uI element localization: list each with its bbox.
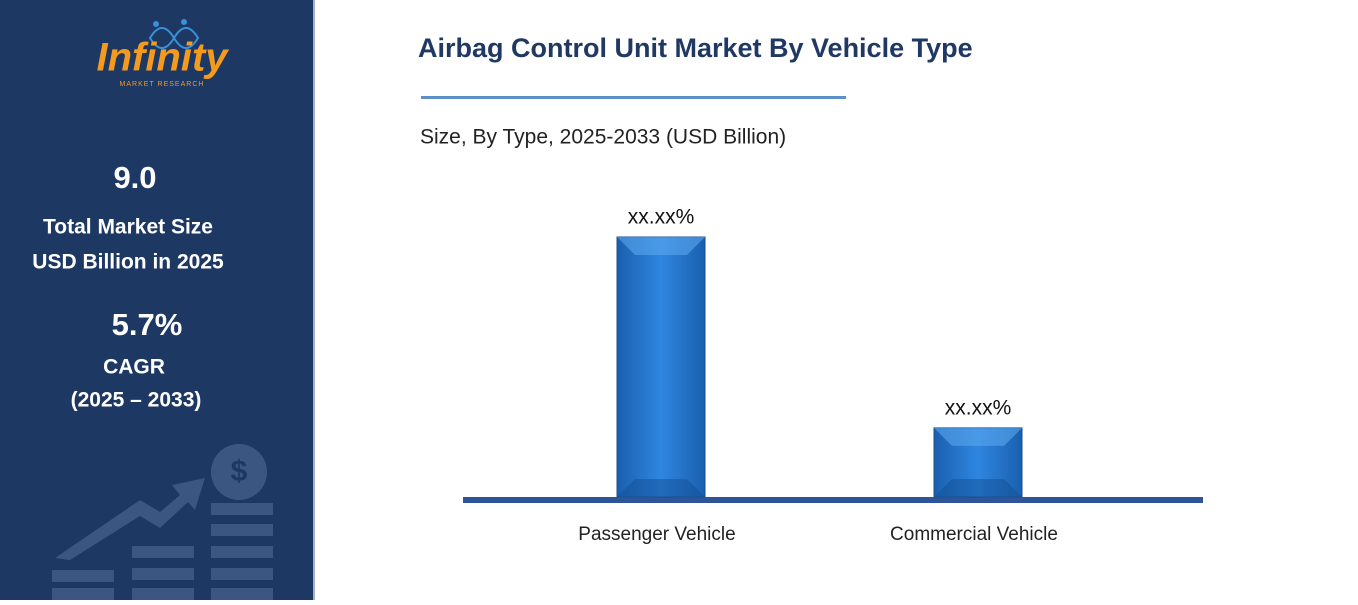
sidebar <box>0 0 313 600</box>
market-size-label: USD Billion in 2025 <box>32 251 224 274</box>
bar-bevel <box>617 237 705 255</box>
logo-text: Infinity <box>96 36 229 80</box>
bar-bevel <box>617 479 705 497</box>
market-size-label: Total Market Size <box>43 216 213 239</box>
value-label: xx.xx% <box>628 206 695 229</box>
sidebar-edge <box>313 0 315 600</box>
title-underline <box>421 96 846 99</box>
x-tick-label: Passenger Vehicle <box>578 524 735 545</box>
cagr-period: (2025 – 2033) <box>71 389 202 412</box>
x-axis <box>463 497 1203 503</box>
bar-bevel <box>934 427 1022 446</box>
svg-text:$: $ <box>231 455 248 488</box>
chart-subtitle: Size, By Type, 2025-2033 (USD Billion) <box>420 126 786 149</box>
cagr-label: CAGR <box>103 356 165 379</box>
market-size: 9.0 <box>113 160 156 195</box>
x-tick-label: Commercial Vehicle <box>890 524 1058 545</box>
logo-subtext: MARKET RESEARCH <box>120 81 205 88</box>
bar-bevel <box>934 479 1022 497</box>
bar <box>616 236 706 498</box>
logo: Infinity MARKET RESEARCH <box>96 19 229 88</box>
chart-title: Airbag Control Unit Market By Vehicle Ty… <box>418 33 973 63</box>
growth-icon: $ <box>52 444 273 600</box>
value-label: xx.xx% <box>945 396 1012 419</box>
cagr-value: 5.7% <box>112 307 183 342</box>
